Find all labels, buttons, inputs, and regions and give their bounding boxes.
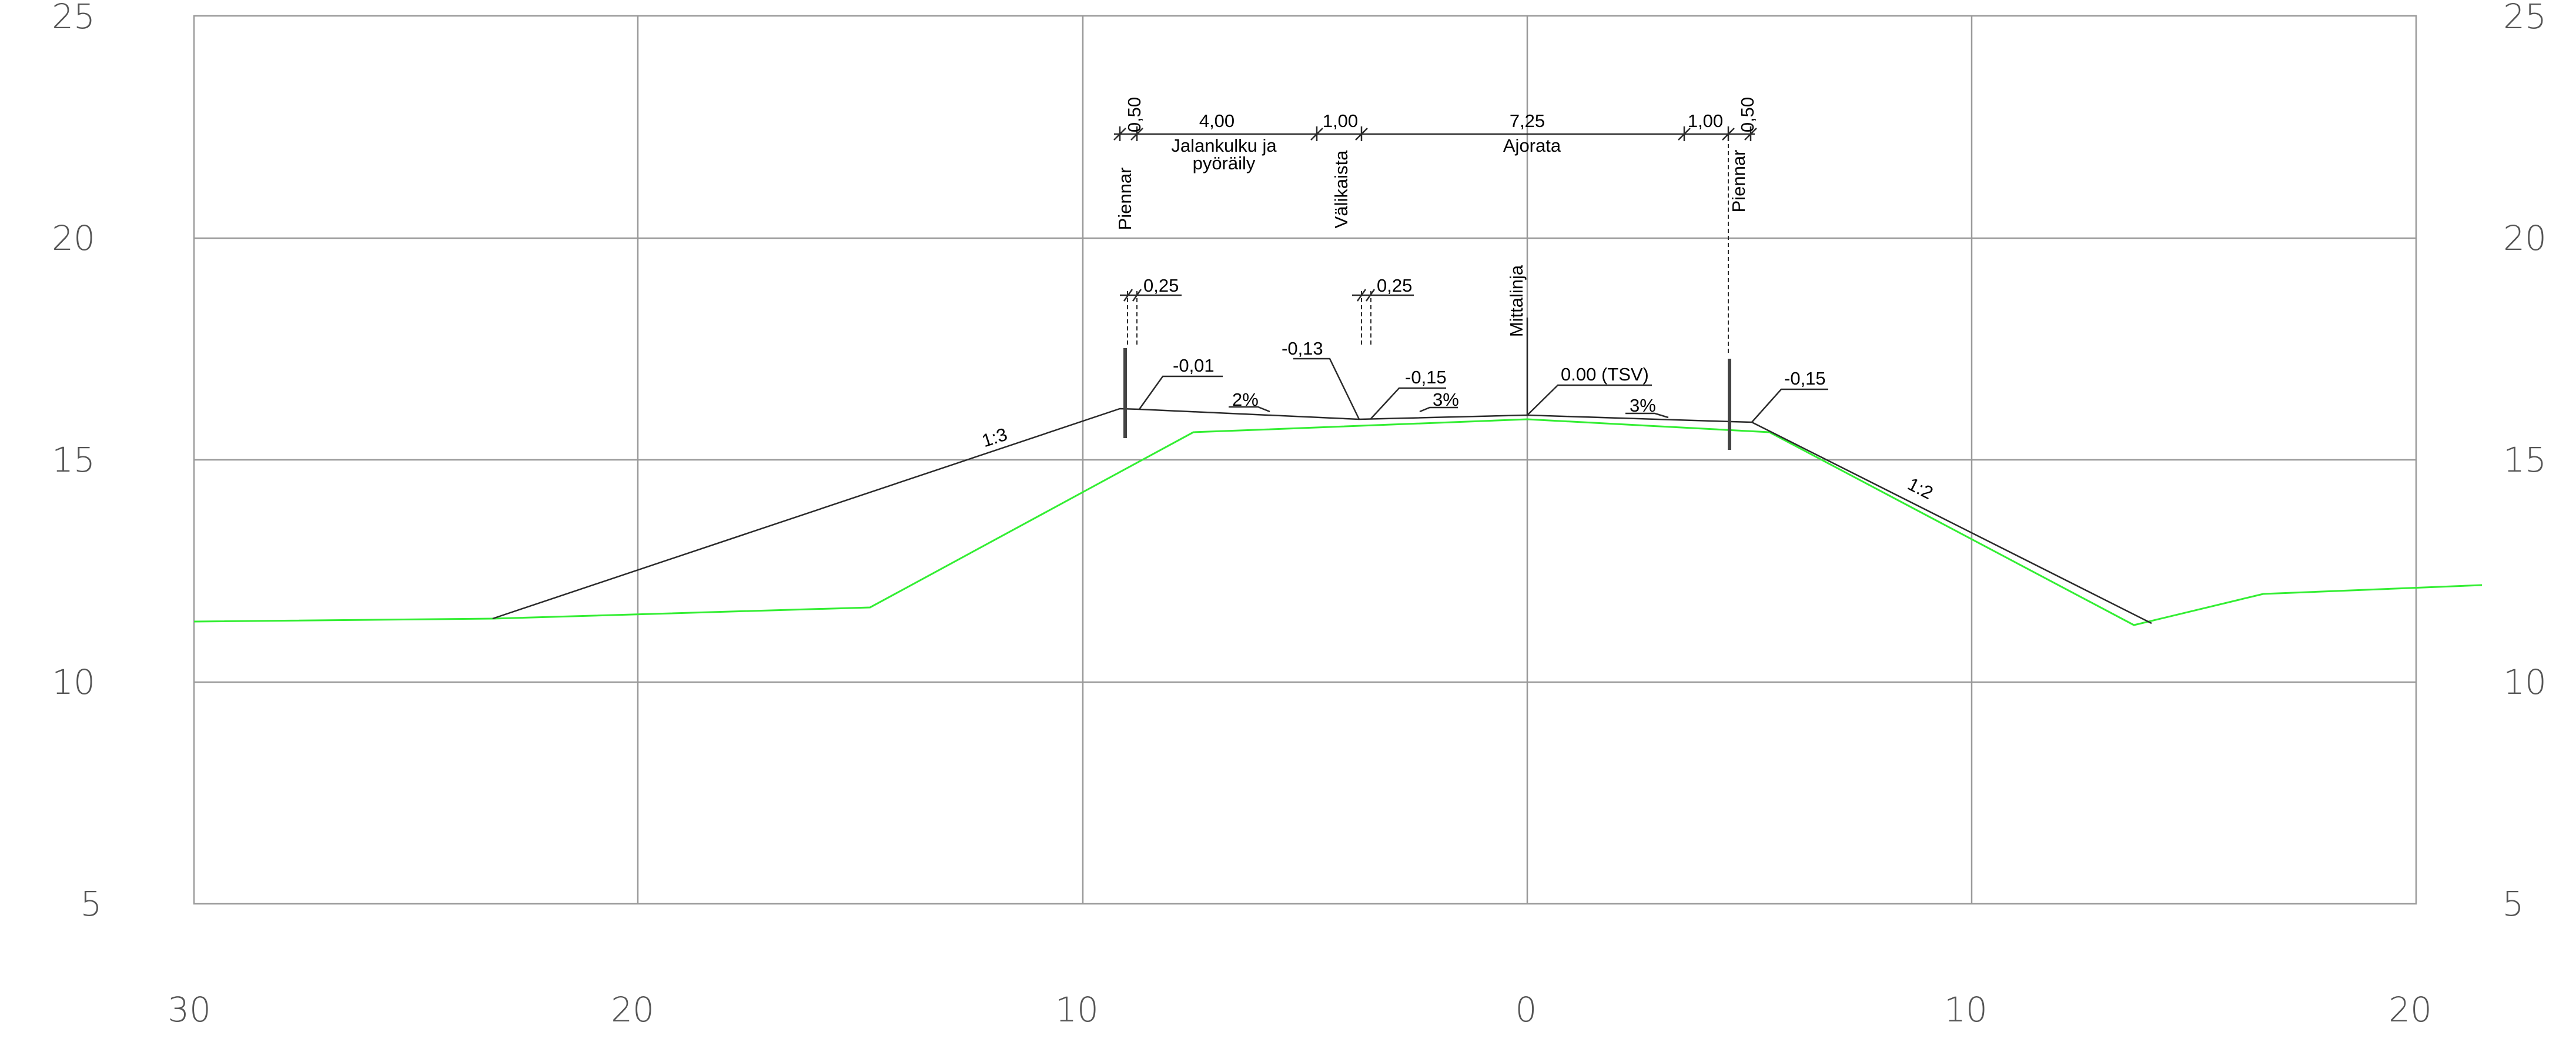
dimension-label: 0,50 [1124,97,1145,132]
slope-labels: 2% 3% 3% 1:3 1:2 [979,389,1936,503]
leader [1138,375,1223,410]
existing-ground-line [193,418,2483,626]
leader [1370,387,1446,419]
x-tick-label: 20 [611,990,654,1030]
elevation-label: -0,13 [1282,338,1323,359]
curb-callout-tick [1356,289,1367,302]
slope-arrow [1625,412,1669,419]
x-tick-label: 10 [1944,990,1988,1030]
y-tick-label: 20 [2503,218,2547,258]
dimension-tick [1678,128,1691,141]
jalankulku-label-line2: pyöräily [1193,153,1256,173]
y-axis-right: 25 20 15 10 5 [2503,0,2547,924]
piennar-left-label: Piennar [1115,168,1135,231]
dimension-label: 7,25 [1510,111,1545,131]
slope-label: 3% [1433,389,1459,410]
dimension-tick [1722,128,1735,141]
dimension-tick [1310,128,1323,141]
curb-width-label: 0,25 [1377,275,1412,296]
x-tick-label: 30 [168,990,211,1030]
x-axis: 30 20 10 0 10 20 [168,990,2432,1030]
y-tick-label: 10 [52,662,95,702]
edge-markers [1123,144,1731,450]
curb-width-label: 0,25 [1143,275,1179,296]
y-tick-label: 15 [2503,440,2547,480]
leader [1527,384,1652,416]
y-tick-label: 25 [52,0,95,36]
y-tick-label: 10 [2503,662,2547,702]
elevation-label: -0,15 [1405,367,1447,388]
x-tick-label: 10 [1055,990,1099,1030]
curb-callout-tick [1123,289,1133,302]
dimension-tick [1130,128,1143,141]
leader [1293,358,1360,420]
slope-arrow [1419,406,1458,413]
dimension-label: 0,50 [1737,97,1758,132]
elevation-callouts: -0,01 -0,13 -0,15 0.00 (TSV) -0,15 [1138,338,1828,423]
y-tick-label: 5 [2503,884,2524,924]
y-tick-label: 15 [52,440,95,480]
dimension-chain: 0,50 4,00 1,00 7,25 1,00 0,50 [1113,97,1758,141]
elevation-label: 0.00 (TSV) [1561,364,1649,385]
ajorata-label: Ajorata [1503,135,1561,156]
right-embankment-slope: 1:2 [1905,473,1936,503]
piennar-right-label: Piennar [1728,150,1749,213]
dimension-tick [1355,128,1368,141]
x-tick-label: 0 [1516,990,1537,1030]
design-section-line [492,408,2152,624]
dimension-label: 1,00 [1688,111,1723,131]
slope-arrow [1229,406,1270,413]
leader [1751,388,1828,423]
valikaista-label: Välikaista [1331,150,1351,228]
dimension-tick [1744,128,1757,141]
section-labels: Jalankulku ja pyöräily Ajorata Piennar V… [1115,135,1749,415]
slope-label: 3% [1630,395,1656,416]
curb-width-callouts: 0,25 0,25 [1120,275,1414,302]
dimension-tick [1113,128,1126,141]
y-tick-label: 20 [52,218,95,258]
curb-callout-tick [1365,289,1376,302]
y-axis-left: 25 20 15 10 5 [52,0,102,924]
curb-callout-tick [1132,289,1142,302]
y-tick-label: 5 [81,884,102,924]
dimension-label: 1,00 [1323,111,1358,131]
dimension-label: 4,00 [1199,111,1235,131]
grid [193,15,2417,905]
jalankulku-label-line1: Jalankulku ja [1171,135,1277,156]
elevation-label: -0,01 [1173,355,1215,376]
y-tick-label: 25 [2503,0,2547,36]
x-tick-label: 20 [2388,990,2432,1030]
elevation-label: -0,15 [1784,368,1826,389]
mittalinja-label: Mittalinja [1506,265,1527,337]
